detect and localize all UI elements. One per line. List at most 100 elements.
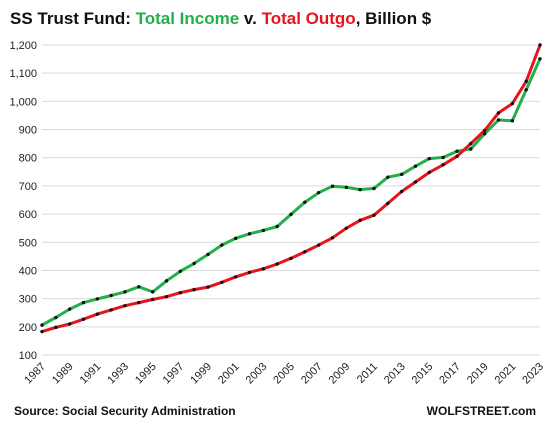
outgo-point	[303, 250, 307, 254]
outgo-point	[233, 275, 238, 279]
outgo-point	[358, 218, 362, 222]
y-tick-label: 500	[19, 237, 37, 249]
income-point	[482, 132, 487, 136]
outgo-point	[178, 291, 183, 295]
income-point	[137, 285, 141, 289]
x-tick-label: 2005	[271, 361, 297, 387]
outgo-point	[469, 141, 473, 146]
outgo-point	[81, 317, 86, 321]
income-point	[538, 57, 542, 61]
x-tick-label: 2007	[299, 361, 325, 387]
outgo-point	[123, 303, 127, 308]
outgo-point	[538, 43, 542, 47]
outgo-point	[524, 79, 528, 84]
income-point	[510, 119, 515, 123]
y-tick-label: 700	[19, 181, 37, 193]
outgo-point	[316, 243, 321, 247]
outgo-point	[386, 201, 390, 206]
income-point	[206, 252, 210, 257]
income-point	[289, 212, 293, 217]
x-tick-label: 2015	[410, 361, 436, 387]
y-tick-label: 900	[19, 125, 37, 137]
income-point	[123, 290, 127, 294]
income-point	[95, 297, 100, 301]
title-part-2: v.	[239, 9, 261, 28]
x-tick-label: 1999	[188, 361, 214, 387]
income-point	[164, 279, 169, 283]
income-point	[233, 236, 238, 241]
y-tick-label: 1,200	[9, 40, 37, 52]
outgo-point	[510, 101, 515, 106]
income-point	[386, 175, 390, 179]
outgo-point	[275, 262, 279, 266]
y-tick-label: 200	[19, 322, 37, 334]
source-note: Source: Social Security Administration	[14, 404, 236, 418]
outgo-point	[67, 322, 72, 326]
x-tick-label: 1989	[50, 361, 76, 387]
y-axis: 100 200 300 400 500 600 700 800 900 1,000 1,100 1,2…	[9, 40, 37, 362]
y-tick-label: 1,000	[9, 96, 37, 108]
title-part-3: Total Outgo	[262, 9, 356, 28]
x-tick-label: 1987	[22, 361, 48, 387]
outgo-point	[220, 280, 224, 284]
y-tick-label: 300	[19, 294, 37, 306]
brand-mark: WOLFSTREET.com	[427, 404, 536, 418]
x-tick-label: 2013	[382, 361, 408, 387]
income-point	[358, 187, 362, 192]
outgo-point	[95, 312, 100, 316]
outgo-point	[482, 128, 487, 133]
outgo-point	[192, 287, 196, 292]
y-tick-label: 1,100	[9, 68, 37, 80]
income-point	[496, 118, 501, 122]
outgo-point	[330, 236, 335, 240]
income-point	[469, 147, 473, 151]
income-point	[192, 261, 196, 266]
outgo-point	[289, 256, 293, 261]
income-point	[109, 293, 113, 298]
x-tick-label: 1995	[133, 361, 159, 387]
income-point	[54, 315, 58, 320]
income-point	[67, 307, 72, 311]
income-point	[247, 232, 252, 236]
income-line	[41, 58, 542, 327]
series-lines	[41, 44, 542, 334]
outgo-point	[399, 189, 404, 194]
title-part-4: , Billion $	[356, 9, 432, 28]
series-points	[40, 43, 542, 334]
x-tick-label: 2009	[327, 361, 353, 387]
x-tick-label: 1993	[105, 361, 131, 387]
x-tick-label: 2001	[216, 361, 242, 387]
chart-title: SS Trust Fund: Total Income v. Total Out…	[10, 9, 432, 28]
income-point	[178, 269, 183, 273]
income-point	[150, 290, 155, 294]
outgo-point	[344, 226, 349, 230]
y-tick-label: 400	[19, 265, 37, 277]
income-point	[427, 156, 432, 161]
outgo-point	[413, 180, 418, 184]
x-tick-label: 1997	[161, 361, 187, 387]
x-tick-label: 2023	[520, 361, 543, 387]
income-point	[413, 164, 418, 168]
outgo-point	[427, 170, 432, 175]
income-point	[455, 149, 459, 153]
y-tick-label: 100	[19, 350, 37, 362]
title-part-0: SS Trust Fund:	[10, 9, 136, 28]
income-point	[441, 155, 445, 160]
x-tick-label: 2011	[355, 361, 380, 386]
outgo-point	[247, 270, 252, 275]
outgo-point	[496, 111, 501, 115]
outgo-point	[261, 267, 266, 271]
y-tick-label: 600	[19, 209, 37, 221]
income-point	[40, 323, 44, 327]
outgo-point	[54, 325, 58, 330]
outgo-point	[40, 329, 44, 334]
y-tick-label: 800	[19, 153, 37, 165]
outgo-line	[41, 44, 542, 334]
income-point	[316, 190, 321, 195]
title-part-1: Total Income	[136, 9, 240, 28]
outgo-point	[206, 285, 210, 289]
income-point	[261, 228, 266, 233]
income-point	[81, 300, 86, 305]
x-tick-label: 2003	[244, 361, 270, 387]
